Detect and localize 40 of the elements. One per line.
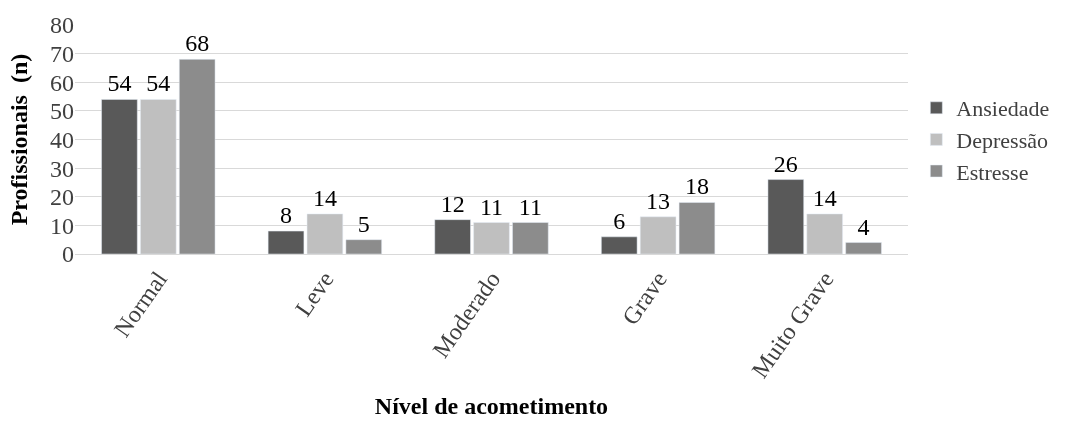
y-tick-label: 60 [50,69,74,96]
data-label: 11 [479,193,504,220]
bar [767,179,804,254]
data-label: 14 [812,184,837,211]
bar [140,99,177,254]
y-tick-label: 70 [50,41,74,68]
bar [179,59,216,254]
data-label: 18 [684,173,709,200]
bar [473,222,510,254]
x-axis-title: Nível de acometimento [374,392,609,419]
y-tick-label: 10 [50,212,74,239]
y-tick-label: 40 [50,126,74,153]
bar [345,239,382,254]
y-tick-label: 0 [62,241,74,268]
legend-label: Ansiedade [956,96,1050,122]
data-label: 26 [773,150,798,177]
bar [601,236,638,254]
y-tick-label: 20 [50,184,74,211]
data-label: 5 [357,210,370,237]
data-label: 54 [107,70,132,97]
y-tick-label: 30 [50,155,74,182]
y-tick-label: 50 [50,98,74,125]
legend-label: Estresse [956,159,1029,185]
data-label: 11 [518,193,542,220]
data-label: 14 [312,184,337,211]
data-label: 13 [646,187,671,214]
y-axis-title: Profissionais (n) [6,53,33,226]
data-label: 68 [185,30,210,57]
legend-label: Depressão [956,127,1048,153]
data-label: 12 [440,190,465,217]
data-label: 8 [280,202,293,229]
data-label: 4 [857,213,870,240]
bar [512,222,549,254]
bar [845,242,882,254]
bar [806,213,843,254]
data-label: 54 [146,70,171,97]
y-tick-label: 80 [50,12,74,39]
data-label: 6 [613,207,626,234]
bar [434,219,471,254]
bar [101,99,138,254]
